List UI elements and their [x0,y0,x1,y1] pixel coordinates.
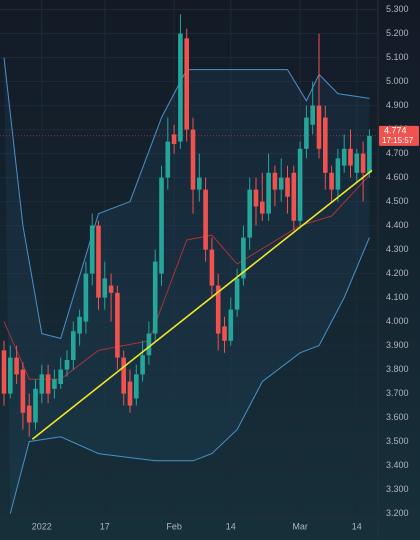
candle-body [241,237,246,279]
candle-body [297,148,303,221]
price-label: 4.774 [384,126,407,136]
candle-body [184,38,189,130]
y-tick-label: 5.100 [386,52,409,62]
candle-body [285,177,290,197]
candle-body [127,381,133,406]
candle-body [33,388,38,423]
candle-body [316,105,322,149]
candle-body [278,177,284,190]
candle-body [310,105,315,125]
candle-body [367,135,372,173]
candle-body [228,309,234,341]
y-tick-label: 3.400 [386,460,409,470]
candle-body [20,369,26,413]
candle-body [190,129,196,190]
candle-body [108,285,114,293]
candle-body [165,141,171,178]
candle-body [159,177,164,274]
candle-body [360,153,366,173]
candle-body [329,172,334,190]
trendline [31,169,373,440]
y-tick-label: 4.000 [386,316,409,326]
candle-body [197,177,202,190]
countdown-label: 17:15:57 [382,136,414,145]
x-tick-label: 17 [100,521,110,531]
candle-body [266,172,271,214]
candle-body [222,326,227,341]
candle-body [304,117,309,149]
candle-body [64,360,70,370]
candle-body [272,172,278,190]
candle-body [89,225,95,274]
y-tick-label: 3.800 [386,364,409,374]
y-tick-label: 4.700 [386,148,409,158]
candle-body [209,249,215,286]
candle-body [146,333,152,356]
y-tick-label: 5.000 [386,76,409,86]
y-tick-label: 4.900 [386,100,409,110]
y-tick-label: 5.200 [386,28,409,38]
y-tick-label: 4.500 [386,196,409,206]
x-tick-label: Mar [292,521,308,531]
band-line [3,57,370,340]
candle-body [341,148,347,166]
candle-body [14,357,19,375]
y-tick-label: 5.300 [386,4,409,14]
candle-body [71,331,76,360]
candle-body [348,148,353,166]
x-tick-label: 14 [226,521,236,531]
candle-body [203,189,208,250]
candle-body [39,374,45,394]
y-tick-label: 4.100 [386,292,409,302]
y-tick-label: 3.600 [386,412,409,422]
y-tick-label: 3.500 [386,436,409,446]
candle-body [215,285,221,334]
candle-body [354,153,360,173]
candle-body [247,189,252,238]
band-line [9,237,370,514]
candle-body [323,117,328,173]
candle-body [121,357,126,394]
candle-body [260,201,265,214]
y-tick-label: 4.300 [386,244,409,254]
y-tick-label: 3.700 [386,388,409,398]
y-tick-label: 3.300 [386,484,409,494]
candle-body [234,278,240,310]
candle-body [140,355,145,375]
x-tick-label: 14 [352,521,362,531]
candle-body [52,379,57,389]
price-label-box [379,125,419,146]
y-tick-label: 3.900 [386,340,409,350]
candle-body [1,350,7,394]
band-fill [4,57,370,514]
candle-body [102,278,108,298]
candle-body [8,357,13,394]
y-tick-label: 3.200 [386,508,409,518]
candle-body [253,189,259,207]
x-tick-label: Feb [166,521,182,531]
candle-body [96,225,101,298]
candle-body [291,172,297,221]
candle-body [335,158,341,190]
candle-body [83,273,89,322]
candle-body [178,33,183,142]
candle-body [171,134,177,144]
candle-body [115,292,120,358]
candle-body [26,405,32,423]
candle-body [77,316,82,334]
y-tick-label: 4.200 [386,268,409,278]
x-tick-label: 2022 [32,521,52,531]
candle-body [45,374,51,394]
candle-body [152,261,158,334]
y-tick-label: 4.400 [386,220,409,230]
y-tick-label: 4.600 [386,172,409,182]
candle-body [58,369,63,384]
candle-body [134,374,139,399]
